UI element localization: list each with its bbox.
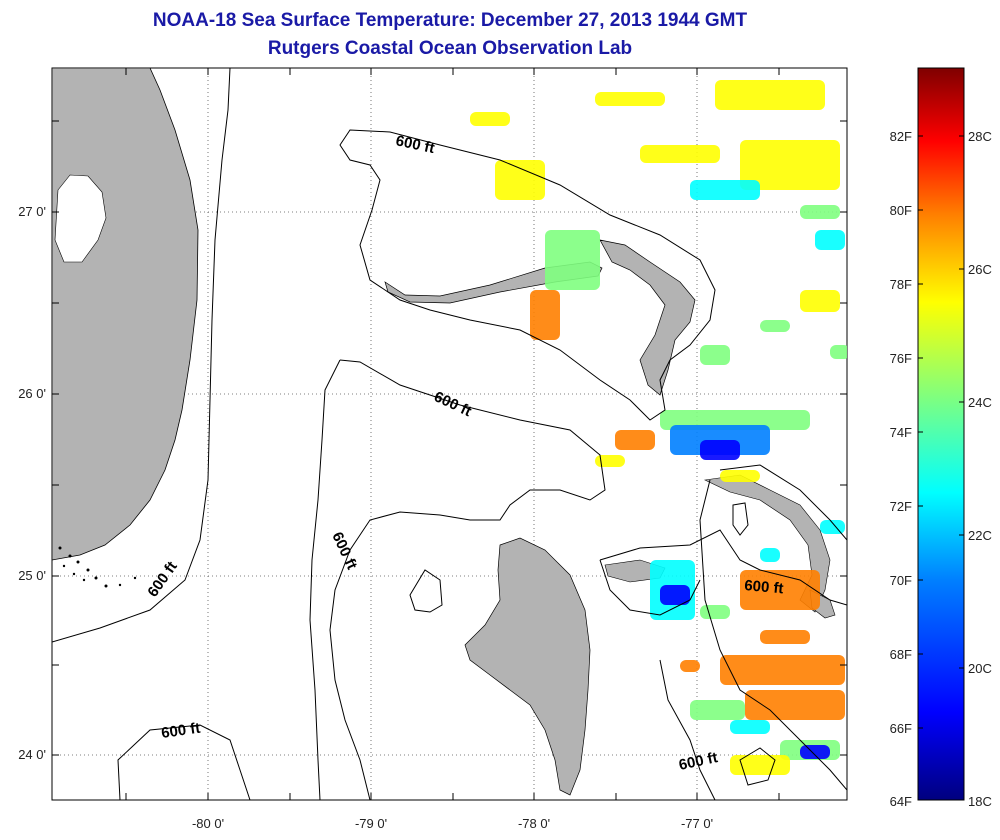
colorbar-c-label: 24C <box>968 395 992 410</box>
sst-patch <box>700 345 730 365</box>
sst-patch <box>815 230 845 250</box>
sst-patch <box>800 290 840 312</box>
colorbar-c-label: 18C <box>968 794 992 809</box>
sst-patch <box>545 230 600 290</box>
colorbar-c-label: 22C <box>968 528 992 543</box>
sst-patch <box>680 660 700 672</box>
lat-tick-label: 25 0' <box>18 568 46 583</box>
sst-patch <box>830 345 847 359</box>
lon-tick-label: -80 0' <box>192 816 224 831</box>
map-title: NOAA-18 Sea Surface Temperature: Decembe… <box>152 10 748 31</box>
sst-patch <box>595 455 625 467</box>
sst-patch <box>760 630 810 644</box>
sst-patch <box>530 290 560 340</box>
sst-patch <box>660 585 690 605</box>
colorbar-f-label: 66F <box>890 721 912 736</box>
colorbar-f-label: 74F <box>890 425 912 440</box>
sst-patch <box>700 605 730 619</box>
sst-patch <box>595 92 665 106</box>
colorbar-f-labels: 82F 80F 78F 76F 74F 72F 70F 68F 66F 64F <box>890 129 912 809</box>
sst-patch <box>720 470 760 482</box>
colorbar-ticks <box>918 135 964 729</box>
lon-tick-label: -77 0' <box>681 816 713 831</box>
sst-patch <box>740 140 840 190</box>
lat-tick-label: 24 0' <box>18 747 46 762</box>
sst-patch <box>690 180 760 200</box>
lon-tick-label: -79 0' <box>355 816 387 831</box>
lat-tick-label: 27 0' <box>18 204 46 219</box>
sst-patch <box>495 160 545 200</box>
andros-land <box>464 537 591 796</box>
colorbar-f-label: 70F <box>890 573 912 588</box>
lake-okeechobee <box>54 174 107 263</box>
map-subtitle: Rutgers Coastal Ocean Observation Lab <box>267 38 633 59</box>
colorbar-c-label: 28C <box>968 129 992 144</box>
colorbar-f-label: 76F <box>890 351 912 366</box>
contour-label: 600 ft <box>160 720 201 742</box>
colorbar-c-label: 26C <box>968 262 992 277</box>
sst-patch <box>760 548 780 562</box>
sst-data-layer <box>470 80 847 775</box>
sst-patch <box>800 205 840 219</box>
colorbar-f-label: 82F <box>890 129 912 144</box>
sst-patch <box>730 720 770 734</box>
lon-tick-label: -78 0' <box>518 816 550 831</box>
sst-patch <box>715 80 825 110</box>
sst-patch <box>640 145 720 163</box>
colorbar-c-label: 20C <box>968 661 992 676</box>
eleuthera-land <box>703 474 831 613</box>
sst-patch <box>700 440 740 460</box>
florida-keys <box>58 546 137 588</box>
axis-ticks <box>52 68 847 800</box>
sst-patch <box>820 520 845 534</box>
sst-patch <box>690 700 745 720</box>
colorbar-f-label: 72F <box>890 499 912 514</box>
colorbar-f-label: 80F <box>890 203 912 218</box>
isobath-600ft <box>52 68 847 800</box>
colorbar-c-labels: 28C 26C 24C 22C 20C 18C <box>968 129 992 809</box>
sst-patch <box>615 430 655 450</box>
sst-patch <box>730 755 790 775</box>
lat-tick-label: 26 0' <box>18 386 46 401</box>
sst-patch <box>745 690 845 720</box>
sst-patch <box>760 320 790 332</box>
sst-patch <box>720 655 845 685</box>
abaco-land <box>599 239 696 396</box>
colorbar-f-label: 64F <box>890 794 912 809</box>
sst-patch <box>470 112 510 126</box>
contour-label: 600 ft <box>744 577 785 597</box>
colorbar <box>917 67 965 801</box>
colorbar-f-label: 68F <box>890 647 912 662</box>
colorbar-f-label: 78F <box>890 277 912 292</box>
sst-patch <box>800 745 830 759</box>
